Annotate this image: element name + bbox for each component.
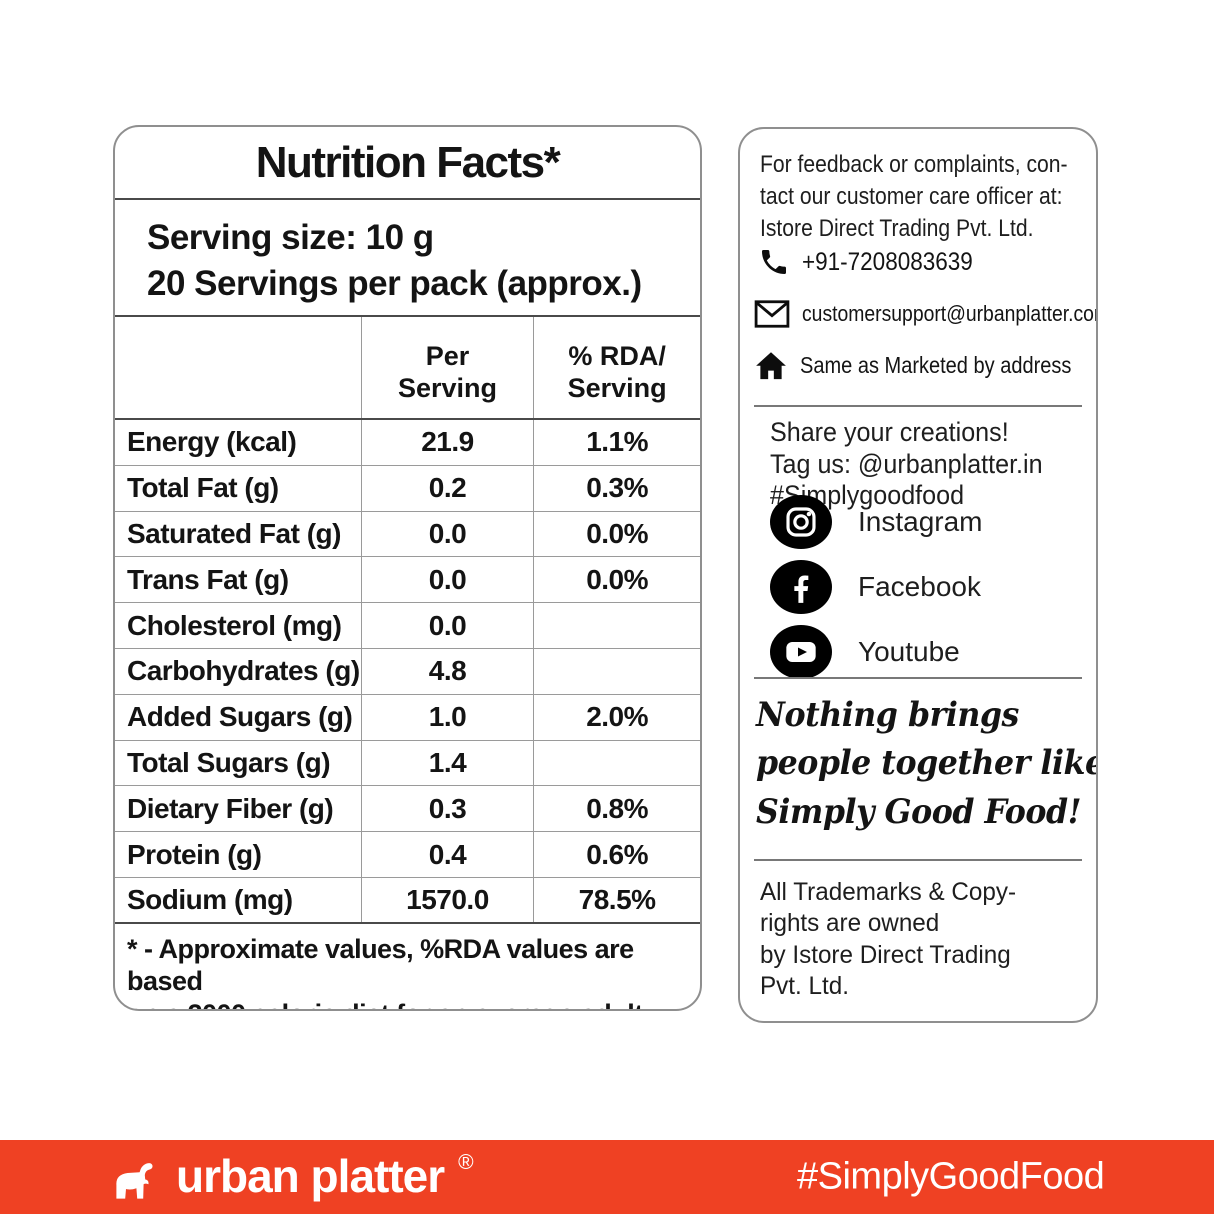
nutrition-row-label: Total Fat (g) bbox=[127, 472, 279, 504]
social-list: Instagram Facebook Youtube bbox=[770, 495, 983, 679]
nutrition-row-label: Protein (g) bbox=[127, 838, 262, 870]
per-serving-value: 1.4 bbox=[360, 740, 534, 786]
phone-icon bbox=[762, 250, 786, 274]
per-serving-value: 21.9 bbox=[360, 420, 534, 465]
per-serving-value: 0.0 bbox=[360, 603, 534, 648]
table-row: Total Sugars (g) 1.4 bbox=[115, 740, 700, 787]
table-row: Energy (kcal) 21.9 1.1% bbox=[115, 420, 700, 466]
brand-footer: urban platter ® #SimplyGoodFood bbox=[0, 1140, 1214, 1214]
per-serving-value: 0.3 bbox=[360, 786, 534, 832]
table-header-row: Per Serving % RDA/ Serving bbox=[115, 317, 700, 420]
trademark-notice: All Trademarks & Copy- rights are owned … bbox=[760, 878, 1017, 1000]
rda-value bbox=[533, 740, 700, 786]
per-serving-value: 0.4 bbox=[360, 832, 534, 877]
phone-number: +91-7208083639 bbox=[802, 247, 973, 276]
table-row: Added Sugars (g) 1.0 2.0% bbox=[115, 694, 700, 741]
per-serving-value: 0.2 bbox=[360, 465, 534, 511]
nutrition-title-block: Nutrition Facts* bbox=[115, 127, 700, 200]
rda-footnote: * - Approximate values, %RDA values are … bbox=[127, 933, 643, 1009]
nutrition-row-label: Trans Fat (g) bbox=[127, 563, 289, 595]
table-row: Dietary Fiber (g) 0.3 0.8% bbox=[115, 786, 700, 833]
nutrition-facts-panel: Nutrition Facts* Serving size: 10 g 20 S… bbox=[113, 125, 702, 1011]
nutrition-row-label: Dietary Fiber (g) bbox=[127, 792, 334, 824]
per-serving-value: 1570.0 bbox=[360, 877, 534, 922]
urban-platter-logo: urban platter ® bbox=[110, 1150, 474, 1202]
footer-hashtag: #SimplyGoodFood bbox=[797, 1155, 1105, 1198]
rda-value: 1.1% bbox=[533, 420, 700, 465]
email-address: customersupport@urbanplatter.com bbox=[802, 301, 1098, 326]
servings-per-pack-text: 20 Servings per pack (approx.) bbox=[147, 263, 642, 303]
rda-value: 0.8% bbox=[533, 786, 700, 832]
per-serving-value: 1.0 bbox=[360, 694, 534, 740]
rda-value: 2.0% bbox=[533, 694, 700, 740]
nutrition-row-label: Saturated Fat (g) bbox=[127, 517, 341, 549]
nutrition-title: Nutrition Facts* bbox=[255, 137, 561, 187]
registered-mark: ® bbox=[458, 1151, 474, 1174]
brand-tagline: Nothing brings people together like Simp… bbox=[756, 695, 1098, 832]
rda-value: 0.0% bbox=[533, 511, 700, 557]
rda-value: 78.5% bbox=[533, 877, 700, 922]
address-row: Same as Marketed by address bbox=[754, 350, 1096, 380]
nutrition-row-label: Sodium (mg) bbox=[127, 883, 293, 915]
per-serving-value: 0.0 bbox=[360, 557, 534, 603]
header-blank-cell bbox=[115, 317, 361, 418]
social-row-instagram: Instagram bbox=[770, 495, 983, 549]
nutrition-row-label: Carbohydrates (g) bbox=[127, 655, 360, 687]
rda-value bbox=[533, 603, 700, 648]
rda-value: 0.0% bbox=[533, 557, 700, 603]
table-row: Protein (g) 0.4 0.6% bbox=[115, 832, 700, 878]
home-icon bbox=[756, 352, 786, 380]
divider bbox=[754, 677, 1082, 679]
social-label: Facebook bbox=[858, 571, 981, 602]
table-row: Carbohydrates (g) 4.8 bbox=[115, 648, 700, 695]
divider bbox=[754, 859, 1082, 861]
brand-name: urban platter bbox=[176, 1150, 445, 1202]
nutrition-row-label: Cholesterol (mg) bbox=[127, 609, 342, 641]
nutrition-row-label: Added Sugars (g) bbox=[127, 701, 353, 733]
nutrition-row-label: Energy (kcal) bbox=[127, 426, 297, 458]
rda-value: 0.6% bbox=[533, 832, 700, 877]
social-label: Youtube bbox=[858, 636, 960, 667]
social-label: Instagram bbox=[858, 506, 983, 537]
email-row: customersupport@urbanplatter.com bbox=[754, 300, 1098, 328]
mail-icon bbox=[754, 300, 790, 328]
address-note: Same as Marketed by address bbox=[800, 351, 1072, 378]
table-row: Total Fat (g) 0.2 0.3% bbox=[115, 465, 700, 512]
nutrition-table: Per Serving % RDA/ Serving Energy (kcal)… bbox=[115, 317, 700, 924]
header-per-serving: Per Serving bbox=[360, 317, 534, 418]
table-row: Cholesterol (mg) 0.0 bbox=[115, 603, 700, 649]
share-block: Share your creations! Tag us: @urbanplat… bbox=[770, 417, 1043, 511]
social-row-facebook: Facebook bbox=[770, 560, 983, 614]
elephant-icon bbox=[116, 1163, 153, 1199]
divider bbox=[754, 405, 1082, 407]
feedback-intro: For feedback or complaints, con- tact ou… bbox=[760, 151, 1068, 242]
header-rda-serving: % RDA/ Serving bbox=[533, 317, 700, 418]
per-serving-value: 4.8 bbox=[360, 648, 534, 694]
serving-size-text: Serving size: 10 g bbox=[147, 218, 434, 257]
contact-panel: For feedback or complaints, con- tact ou… bbox=[738, 127, 1098, 1023]
facebook-icon bbox=[770, 560, 832, 614]
youtube-icon bbox=[770, 625, 832, 679]
table-row: Saturated Fat (g) 0.0 0.0% bbox=[115, 511, 700, 558]
social-row-youtube: Youtube bbox=[770, 625, 983, 679]
serving-info: Serving size: 10 g 20 Servings per pack … bbox=[115, 200, 700, 317]
table-row: Sodium (mg) 1570.0 78.5% bbox=[115, 877, 700, 924]
rda-value bbox=[533, 648, 700, 694]
nutrition-row-label: Total Sugars (g) bbox=[127, 746, 331, 778]
table-row: Trans Fat (g) 0.0 0.0% bbox=[115, 557, 700, 604]
per-serving-value: 0.0 bbox=[360, 511, 534, 557]
rda-value: 0.3% bbox=[533, 465, 700, 511]
instagram-icon bbox=[770, 495, 832, 549]
phone-row: +91-7208083639 bbox=[758, 246, 992, 278]
